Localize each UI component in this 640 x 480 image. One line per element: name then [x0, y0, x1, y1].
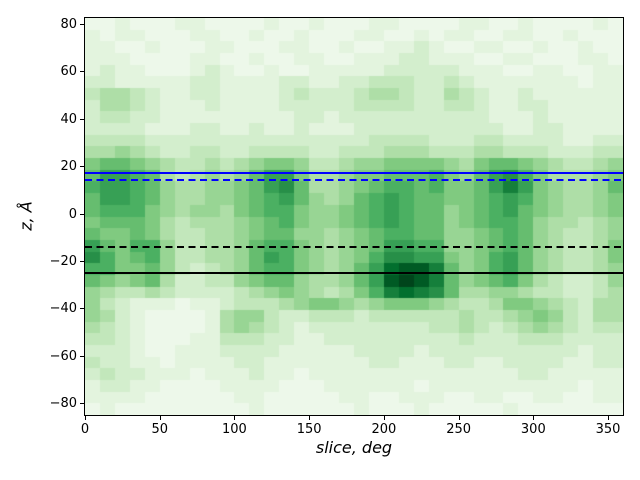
x-tick-label: 50: [151, 422, 168, 437]
x-tick-mark: [608, 416, 610, 420]
x-tick-label: 100: [222, 422, 247, 437]
y-tick-mark: [80, 71, 84, 73]
x-tick-label: 350: [595, 422, 621, 437]
black-dashed-line: [85, 245, 623, 248]
y-tick-mark: [80, 118, 84, 120]
y-axis-label: z, Å: [16, 201, 36, 231]
y-tick-label: 20: [60, 159, 77, 175]
y-tick-label: −60: [49, 348, 77, 364]
heatmap-canvas: [85, 18, 623, 415]
x-tick-mark: [234, 416, 236, 420]
y-tick-mark: [80, 166, 84, 168]
x-tick-label: 0: [80, 422, 90, 437]
plot-area: [84, 17, 624, 416]
y-tick-mark: [80, 308, 84, 310]
x-tick-mark: [533, 416, 535, 420]
x-tick-label: 250: [446, 422, 472, 437]
blue-dashed-line: [85, 179, 623, 182]
x-tick-label: 300: [520, 422, 546, 437]
x-tick-mark: [383, 416, 385, 420]
y-tick-mark: [80, 213, 84, 215]
y-tick-mark: [80, 23, 84, 25]
y-tick-label: 60: [60, 64, 77, 80]
x-tick-mark: [85, 416, 86, 420]
y-tick-mark: [80, 260, 84, 262]
y-tick-label: −40: [49, 301, 77, 317]
black-solid-line: [85, 271, 623, 274]
x-tick-label: 200: [371, 422, 397, 437]
x-tick-mark: [458, 416, 460, 420]
y-tick-label: 40: [60, 111, 77, 127]
y-tick-label: 80: [60, 16, 77, 32]
y-tick-label: −80: [49, 396, 77, 412]
y-tick-label: 0: [68, 206, 77, 222]
x-tick-label: 150: [296, 422, 322, 437]
y-tick-mark: [80, 355, 84, 357]
blue-solid-line: [85, 172, 623, 175]
y-tick-mark: [80, 403, 84, 405]
y-tick-label: −20: [49, 253, 77, 269]
x-tick-mark: [159, 416, 161, 420]
x-axis-label: slice, deg: [315, 438, 393, 457]
x-tick-mark: [309, 416, 311, 420]
